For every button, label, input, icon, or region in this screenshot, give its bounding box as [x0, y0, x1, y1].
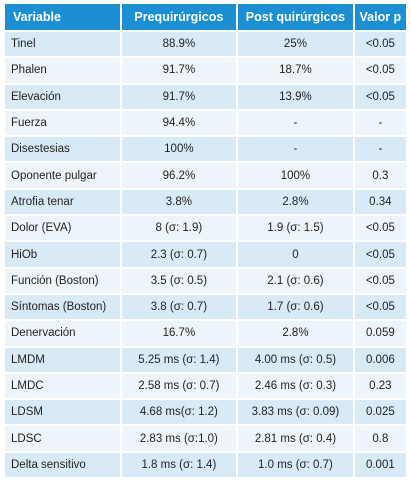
cell-prequirurgicos: 2.58 ms (σ: 0.7) [121, 373, 237, 399]
header-valor-p: Valor p [354, 4, 406, 30]
cell-prequirurgicos: 100% [121, 137, 237, 162]
cell-variable: Denervación [5, 321, 120, 346]
cell-post-quirurgicos: 1.0 ms (σ: 0.7) [238, 452, 353, 478]
cell-variable: Elevación [5, 84, 120, 109]
cell-variable: LDSC [5, 426, 120, 451]
cell-valor-p: <0.05 [354, 216, 406, 241]
cell-valor-p: 0.23 [354, 373, 406, 399]
cell-post-quirurgicos: 13.9% [238, 84, 353, 109]
cell-prequirurgicos: 16.7% [121, 321, 237, 346]
cell-post-quirurgicos: - [238, 110, 353, 136]
table-body: Tinel 88.9% 25% <0.05 Phalen 91.7% 18.7% <0.05 E… [5, 32, 406, 478]
results-table: Variable Prequirúrgicos Post quirúrgicos… [3, 2, 408, 479]
cell-valor-p: 0.025 [354, 400, 406, 425]
cell-variable: LDSM [5, 400, 120, 425]
cell-variable: Síntomas (Boston) [5, 294, 120, 320]
cell-prequirurgicos: 91.7% [121, 84, 237, 109]
cell-valor-p: <0.05 [354, 84, 406, 109]
cell-variable: LMDC [5, 373, 120, 399]
cell-valor-p: 0.34 [354, 189, 406, 215]
cell-variable: Función (Boston) [5, 268, 120, 293]
cell-prequirurgicos: 91.7% [121, 58, 237, 83]
cell-post-quirurgicos: 4.00 ms (σ: 0.5) [238, 347, 353, 372]
cell-post-quirurgicos: 2.1 (σ: 0.6) [238, 268, 353, 293]
cell-prequirurgicos: 2.3 (σ: 0.7) [121, 242, 237, 267]
header-post-quirurgicos: Post quirúrgicos [238, 4, 353, 30]
cell-prequirurgicos: 8 (σ: 1.9) [121, 216, 237, 241]
cell-valor-p: 0.3 [354, 163, 406, 188]
cell-post-quirurgicos: 3.83 ms (σ: 0.09) [238, 400, 353, 425]
table-row: Atrofia tenar 3.8% 2.8% 0.34 [5, 189, 406, 215]
cell-prequirurgicos: 4.68 ms(σ: 1.2) [121, 400, 237, 425]
cell-variable: Atrofia tenar [5, 189, 120, 215]
cell-post-quirurgicos: 18.7% [238, 58, 353, 83]
cell-variable: Delta sensitivo [5, 452, 120, 478]
cell-post-quirurgicos: 1.7 (σ: 0.6) [238, 294, 353, 320]
table-row: Denervación 16.7% 2.8% 0.059 [5, 321, 406, 346]
table-header: Variable Prequirúrgicos Post quirúrgicos… [5, 4, 406, 30]
cell-variable: Oponente pulgar [5, 163, 120, 188]
cell-valor-p: 0.059 [354, 321, 406, 346]
cell-variable: Phalen [5, 58, 120, 83]
cell-valor-p: <0.05 [354, 242, 406, 267]
cell-prequirurgicos: 94.4% [121, 110, 237, 136]
cell-post-quirurgicos: 2.81 ms (σ: 0.4) [238, 426, 353, 451]
cell-post-quirurgicos: 1.9 (σ: 1.5) [238, 216, 353, 241]
table-row: Oponente pulgar 96.2% 100% 0.3 [5, 163, 406, 188]
cell-valor-p: 0.001 [354, 452, 406, 478]
cell-post-quirurgicos: 2.8% [238, 189, 353, 215]
table-row: Disestesias 100% - - [5, 137, 406, 162]
header-prequirurgicos: Prequirúrgicos [121, 4, 237, 30]
table-row: Tinel 88.9% 25% <0.05 [5, 32, 406, 57]
cell-variable: Dolor (EVA) [5, 216, 120, 241]
table-row: Elevación 91.7% 13.9% <0.05 [5, 84, 406, 109]
cell-valor-p: - [354, 137, 406, 162]
cell-variable: Tinel [5, 32, 120, 57]
cell-valor-p: 0.006 [354, 347, 406, 372]
cell-prequirurgicos: 96.2% [121, 163, 237, 188]
cell-prequirurgicos: 88.9% [121, 32, 237, 57]
cell-prequirurgicos: 3.8 (σ: 0.7) [121, 294, 237, 320]
cell-post-quirurgicos: - [238, 137, 353, 162]
table-row: Delta sensitivo 1.8 ms (σ: 1.4) 1.0 ms (σ:… [5, 452, 406, 478]
cell-variable: LMDM [5, 347, 120, 372]
cell-prequirurgicos: 3.8% [121, 189, 237, 215]
cell-valor-p: <0.05 [354, 294, 406, 320]
table-row: Fuerza 94.4% - - [5, 110, 406, 136]
cell-prequirurgicos: 3.5 (σ: 0.5) [121, 268, 237, 293]
table-row: Phalen 91.7% 18.7% <0.05 [5, 58, 406, 83]
cell-post-quirurgicos: 0 [238, 242, 353, 267]
cell-prequirurgicos: 1.8 ms (σ: 1.4) [121, 452, 237, 478]
table-row: Síntomas (Boston) 3.8 (σ: 0.7) 1.7 (σ: 0.6… [5, 294, 406, 320]
table-row: LDSM 4.68 ms(σ: 1.2) 3.83 ms (σ: 0.09) 0.02… [5, 400, 406, 425]
cell-valor-p: - [354, 110, 406, 136]
table-row: LMDC 2.58 ms (σ: 0.7) 2.46 ms (σ: 0.3) 0.23 [5, 373, 406, 399]
table-row: LMDM 5.25 ms (σ: 1.4) 4.00 ms (σ: 0.5) 0.00… [5, 347, 406, 372]
header-variable: Variable [5, 4, 120, 30]
cell-valor-p: <0.05 [354, 32, 406, 57]
cell-variable: HiOb [5, 242, 120, 267]
cell-prequirurgicos: 5.25 ms (σ: 1.4) [121, 347, 237, 372]
cell-valor-p: <0.05 [354, 58, 406, 83]
cell-prequirurgicos: 2.83 ms (σ:1.0) [121, 426, 237, 451]
cell-variable: Fuerza [5, 110, 120, 136]
cell-variable: Disestesias [5, 137, 120, 162]
cell-post-quirurgicos: 2.46 ms (σ: 0.3) [238, 373, 353, 399]
cell-post-quirurgicos: 2.8% [238, 321, 353, 346]
cell-post-quirurgicos: 25% [238, 32, 353, 57]
cell-post-quirurgicos: 100% [238, 163, 353, 188]
table-row: LDSC 2.83 ms (σ:1.0) 2.81 ms (σ: 0.4) 0.8 [5, 426, 406, 451]
cell-valor-p: <0.05 [354, 268, 406, 293]
cell-valor-p: 0.8 [354, 426, 406, 451]
table-row: HiOb 2.3 (σ: 0.7) 0 <0.05 [5, 242, 406, 267]
table-row: Dolor (EVA) 8 (σ: 1.9) 1.9 (σ: 1.5) <0.05 [5, 216, 406, 241]
header-row: Variable Prequirúrgicos Post quirúrgicos… [5, 4, 406, 30]
table-row: Función (Boston) 3.5 (σ: 0.5) 2.1 (σ: 0.6)… [5, 268, 406, 293]
